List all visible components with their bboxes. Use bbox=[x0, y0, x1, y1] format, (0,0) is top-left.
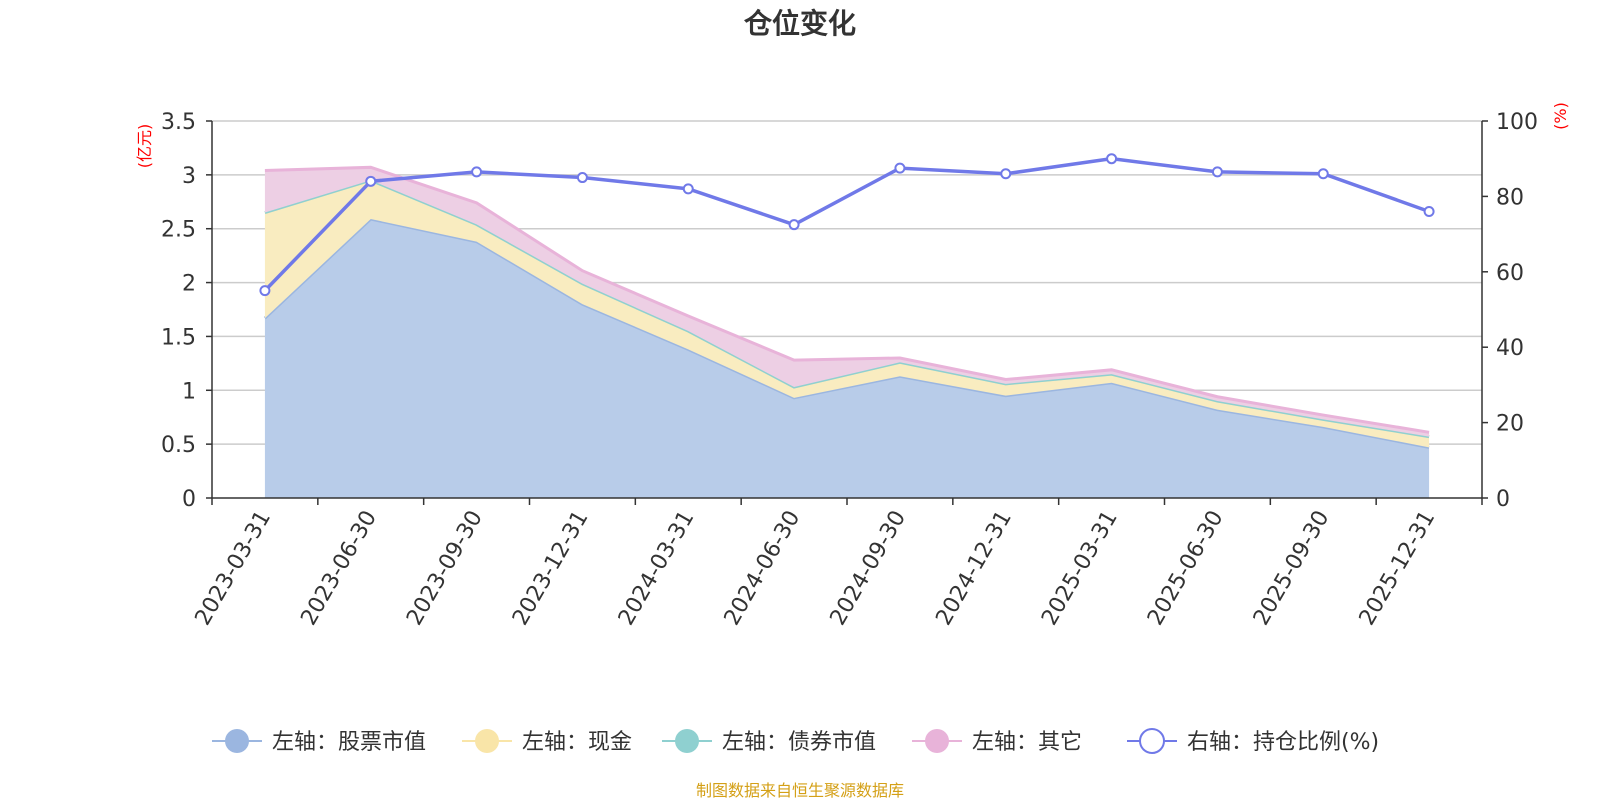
legend-item-1[interactable]: 左轴：股票市值 bbox=[212, 729, 426, 755]
x-tick-label: 2025-06-30 bbox=[1143, 507, 1229, 630]
left-tick-label: 2 bbox=[182, 272, 196, 297]
right-tick-label: 60 bbox=[1496, 261, 1524, 286]
x-tick-label: 2024-12-31 bbox=[931, 507, 1017, 630]
x-tick-label: 2023-09-30 bbox=[402, 507, 488, 630]
stacked-areas bbox=[263, 165, 1430, 498]
legend-label: 左轴：股票市值 bbox=[272, 730, 426, 755]
legend-item-3[interactable]: 左轴：债券市值 bbox=[662, 729, 876, 755]
ratio-point bbox=[682, 183, 694, 195]
x-tick-label: 2023-12-31 bbox=[508, 507, 594, 630]
legend-marker bbox=[925, 729, 949, 753]
x-tick-label: 2024-06-30 bbox=[720, 507, 806, 630]
x-tick-label: 2025-12-31 bbox=[1355, 507, 1441, 630]
ratio-point bbox=[1106, 153, 1118, 165]
ratio-point bbox=[1000, 168, 1012, 180]
ratio-point bbox=[1317, 168, 1329, 180]
ratio-line-path bbox=[263, 156, 1430, 292]
ratio-point bbox=[259, 285, 271, 297]
legend-item-5[interactable]: 右轴：持仓比例(%) bbox=[1127, 728, 1379, 755]
x-tick-label: 2023-03-31 bbox=[191, 507, 277, 630]
left-tick-label: 3 bbox=[182, 164, 196, 189]
right-tick-label: 0 bbox=[1496, 487, 1510, 512]
x-tick-label: 2024-09-30 bbox=[826, 507, 912, 630]
ratio-point bbox=[576, 172, 588, 184]
legend-marker bbox=[675, 729, 699, 753]
legend: 左轴：股票市值 左轴：现金 左轴：债券市值 左轴：其它 右轴：持仓比例(%) bbox=[212, 728, 1379, 755]
right-tick-label: 80 bbox=[1496, 185, 1524, 210]
left-tick-label: 3.5 bbox=[161, 110, 196, 135]
legend-label: 左轴：其它 bbox=[972, 730, 1082, 755]
legend-item-2[interactable]: 左轴：现金 bbox=[462, 729, 632, 755]
ratio-point bbox=[471, 166, 483, 178]
right-tick-label: 20 bbox=[1496, 412, 1524, 437]
right-tick-label: 40 bbox=[1496, 336, 1524, 361]
legend-label: 右轴：持仓比例(%) bbox=[1187, 730, 1379, 755]
data-source-note: 制图数据来自恒生聚源数据库 bbox=[696, 781, 904, 800]
x-tick-label: 2024-03-31 bbox=[614, 507, 700, 630]
ratio-point bbox=[1211, 166, 1223, 178]
left-tick-label: 1.5 bbox=[161, 325, 196, 350]
left-axis-unit: (亿元) bbox=[135, 124, 154, 169]
area-series-4-edge bbox=[264, 165, 1430, 434]
x-tick-label: 2025-09-30 bbox=[1249, 507, 1335, 630]
ratio-point bbox=[894, 162, 906, 174]
left-tick-label: 1 bbox=[182, 379, 196, 404]
left-tick-label: 0.5 bbox=[161, 433, 196, 458]
ratio-point bbox=[788, 219, 800, 231]
right-tick-label: 100 bbox=[1496, 110, 1538, 135]
legend-label: 左轴：现金 bbox=[522, 730, 632, 755]
ratio-point bbox=[1423, 205, 1435, 217]
legend-marker bbox=[225, 729, 249, 753]
legend-marker bbox=[1139, 728, 1165, 754]
x-tick-label: 2023-06-30 bbox=[296, 507, 382, 630]
legend-marker bbox=[475, 729, 499, 753]
x-tick-label: 2025-03-31 bbox=[1037, 507, 1123, 630]
chart-title: 仓位变化 bbox=[744, 7, 856, 40]
left-tick-label: 2.5 bbox=[161, 218, 196, 243]
legend-item-4[interactable]: 左轴：其它 bbox=[912, 729, 1082, 755]
left-tick-label: 0 bbox=[182, 487, 196, 512]
area-series-2 bbox=[264, 180, 1430, 448]
legend-label: 左轴：债券市值 bbox=[722, 730, 876, 755]
right-axis-unit: (%) bbox=[1551, 102, 1570, 130]
ratio-point bbox=[365, 175, 377, 187]
holding-ratio-line bbox=[259, 153, 1435, 297]
